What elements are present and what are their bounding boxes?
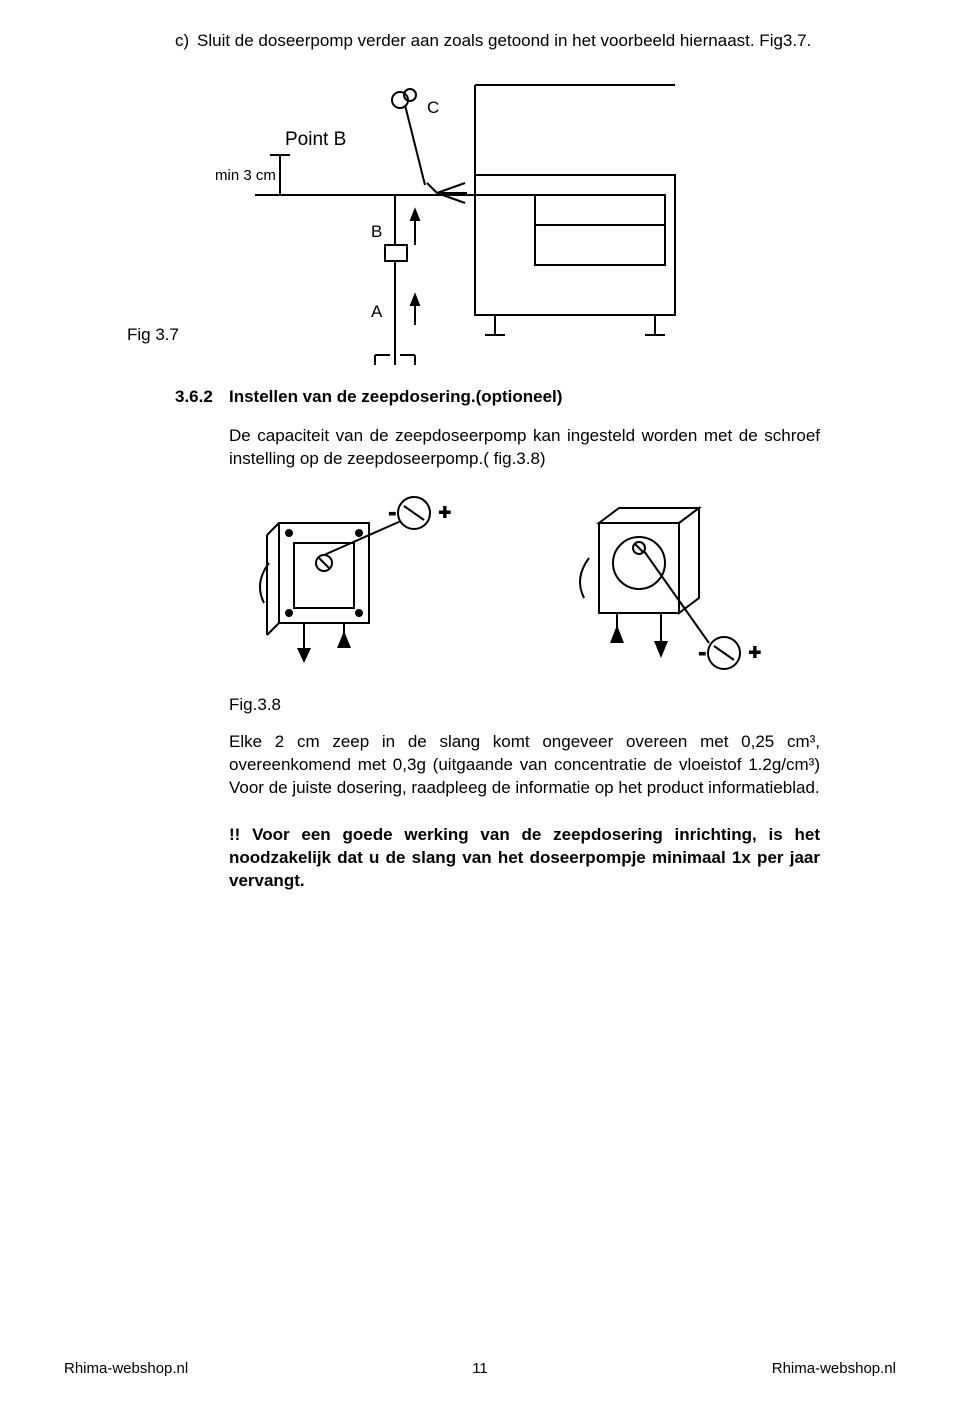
page-footer: Rhima-webshop.nl 11 Rhima-webshop.nl [0, 1360, 960, 1377]
list-marker-c: c) [175, 30, 197, 53]
heading-number: 3.6.2 [175, 387, 229, 407]
fig37-label-A: A [371, 302, 383, 321]
paragraph-c: c) Sluit de doseerpomp verder aan zoals … [175, 30, 820, 53]
figure-3-8: - + [229, 483, 820, 673]
footer-right: Rhima-webshop.nl [772, 1360, 896, 1377]
figure-3-8-caption: Fig.3.8 [229, 695, 820, 715]
fig37-label-pointB: Point B [285, 129, 346, 150]
paragraph-c-text: Sluit de doseerpomp verder aan zoals get… [197, 30, 820, 53]
fig37-label-min3cm: min 3 cm [215, 167, 276, 184]
figure-3-7-caption: Fig 3.7 [127, 325, 179, 345]
paragraph-capacity: De capaciteit van de zeepdoseerpomp kan … [229, 425, 820, 471]
fig37-label-C: C [427, 98, 439, 117]
figure-3-7: Point B min 3 cm C B A Fig 3.7 [175, 65, 820, 365]
footer-page-number: 11 [472, 1360, 488, 1377]
footer-left: Rhima-webshop.nl [64, 1360, 188, 1377]
paragraph-warning: !! Voor een goede werking van de zeepdos… [229, 824, 820, 893]
svg-text:-: - [699, 642, 706, 664]
figure-3-8-svg: - + [229, 483, 789, 673]
paragraph-elke: Elke 2 cm zeep in de slang komt ongeveer… [229, 731, 820, 800]
heading-text: Instellen van de zeepdosering.(optioneel… [229, 387, 562, 407]
svg-text:+: + [749, 642, 761, 664]
svg-text:-: - [389, 502, 396, 524]
figure-3-7-svg: Point B min 3 cm C B A [175, 65, 695, 365]
heading-3-6-2: 3.6.2 Instellen van de zeepdosering.(opt… [175, 387, 820, 407]
fig37-label-B: B [371, 222, 382, 241]
svg-text:+: + [439, 502, 451, 524]
